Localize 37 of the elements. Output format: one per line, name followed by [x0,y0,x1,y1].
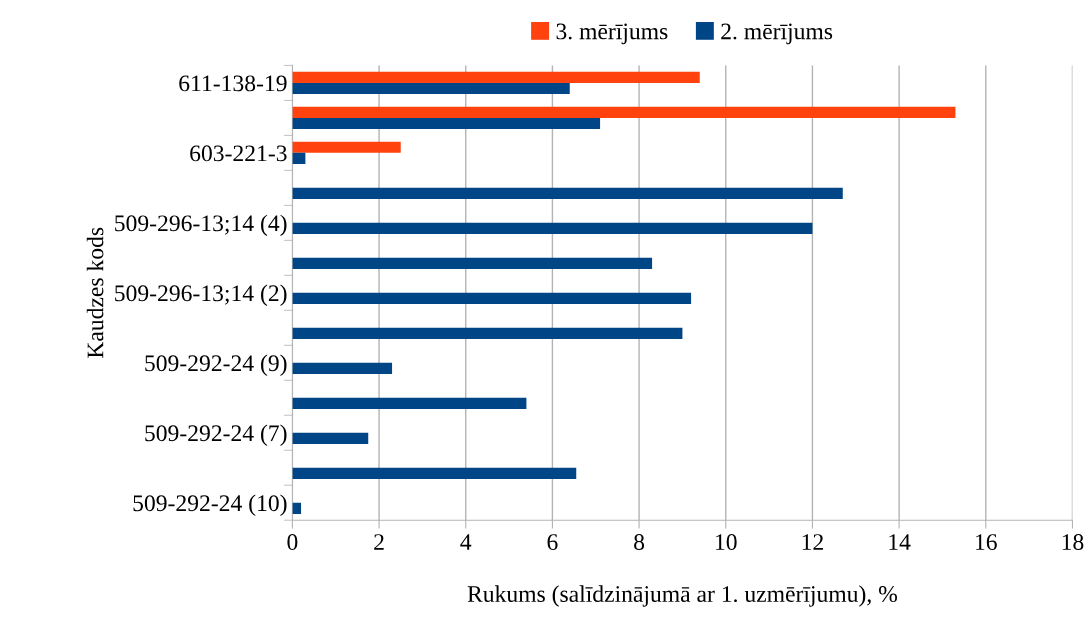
bar [292,222,813,235]
bar [292,71,700,83]
bar [292,141,401,153]
legend-label: 3. mērījums [556,23,668,45]
x-tick-label: 8 [634,534,645,551]
bar [292,362,393,374]
y-tick-label: 509-292-24 (7) [145,424,287,446]
x-axis-title: Rukums (salīdzinājumā ar 1. uzmērījumu), % [467,585,898,607]
bar [292,397,527,409]
x-tick-label: 14 [889,534,911,550]
bar [292,327,683,339]
y-tick-label: 509-296-13;14 (4) [115,214,287,237]
x-tick-label: 10 [716,534,737,551]
x-tick-label: 6 [547,534,558,551]
y-tick-label: 509-292-24 (10) [133,494,287,516]
y-axis-title: Kaudzes kods [86,227,104,359]
bar [292,117,601,130]
x-tick-label: 16 [976,534,997,551]
bar [292,257,653,270]
x-tick-label: 18 [1062,534,1084,551]
y-tick-label: 603-221-3 [190,145,287,162]
bar [292,106,956,118]
x-tick-label: 12 [802,534,823,550]
bar [292,187,843,200]
y-tick-label: 509-296-13;14 (2) [115,284,287,307]
y-tick-label: 509-292-24 (9) [145,354,287,376]
x-tick-label: 0 [287,534,298,551]
y-tick-label: 611-138-19 [179,75,287,92]
bar [292,467,577,479]
bar [292,82,570,95]
bar [292,432,369,444]
x-tick-label: 2 [374,534,384,550]
bar [292,152,306,165]
bar [292,292,692,304]
bar [292,502,302,514]
x-tick-label: 4 [460,534,472,550]
legend-label: 2. mērījums [721,23,833,45]
